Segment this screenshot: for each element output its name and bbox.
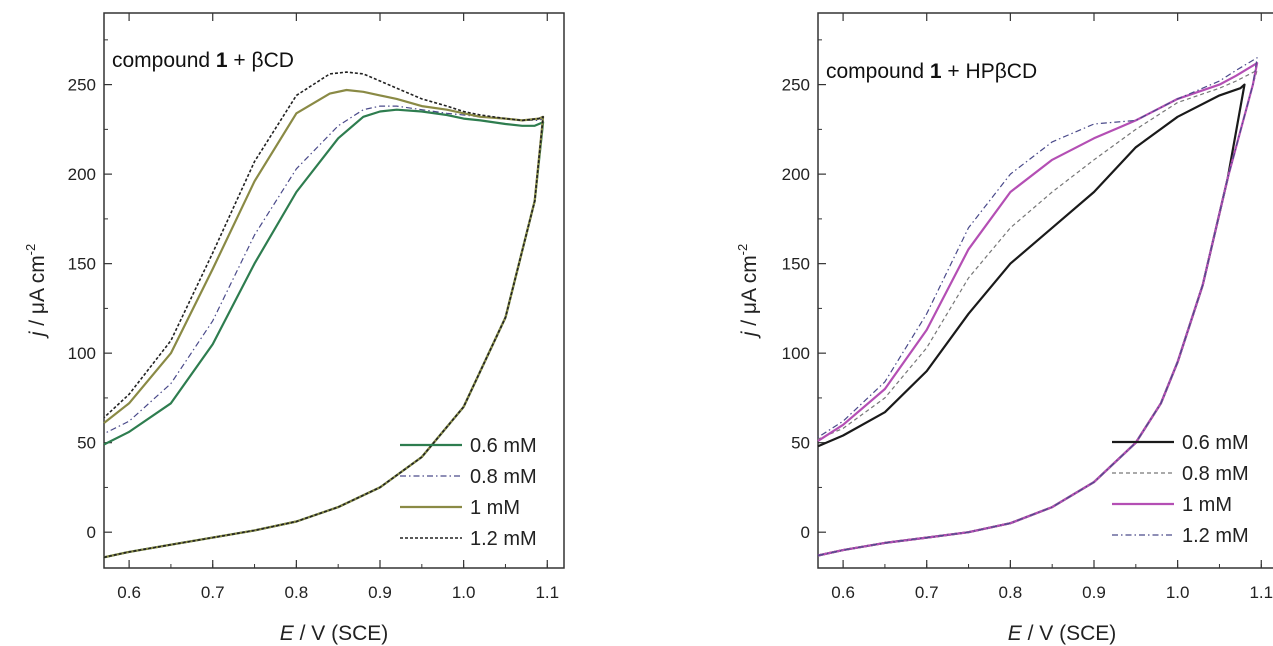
legend-label: 0.8 mM bbox=[1182, 463, 1249, 485]
left-x-axis: 0.6 0.7 0.8 0.9 1.0 1.1 bbox=[117, 13, 559, 602]
left-y-axis: 0 50 100 150 200 250 bbox=[68, 39, 112, 542]
y-tick-label: 200 bbox=[782, 165, 810, 184]
series-line-2 bbox=[103, 105, 544, 558]
legend-label: 1 mM bbox=[470, 497, 520, 519]
x-tick-label: 1.0 bbox=[452, 583, 476, 602]
legend-label: 0.6 mM bbox=[1182, 432, 1249, 454]
legend-label: 1.2 mM bbox=[1182, 525, 1249, 547]
y-tick-label: 200 bbox=[68, 165, 96, 184]
x-tick-label: 0.8 bbox=[285, 583, 309, 602]
series-line-2 bbox=[817, 69, 1258, 557]
right-chart-panel: 0.6 0.7 0.8 0.9 1.0 1.1 0 50 100 150 200 250 compo… bbox=[735, 12, 1273, 645]
x-tick-label: 0.6 bbox=[117, 583, 141, 602]
series-line-1 bbox=[817, 83, 1246, 557]
right-y-axis: 0 50 100 150 200 250 bbox=[782, 39, 826, 542]
right-x-axis-title: E / V (SCE) bbox=[1008, 622, 1117, 645]
y-tick-label: 100 bbox=[782, 344, 810, 363]
left-legend: 0.6 mM 0.8 mM 1 mM 1.2 mM bbox=[400, 435, 537, 550]
x-tick-label: 1.1 bbox=[535, 583, 559, 602]
legend-label: 0.8 mM bbox=[470, 466, 537, 488]
legend-label: 0.6 mM bbox=[470, 435, 537, 457]
y-tick-label: 50 bbox=[791, 434, 810, 453]
series-line-1 bbox=[103, 108, 545, 559]
left-y-axis-title: j / μA cm-2 bbox=[23, 244, 49, 340]
x-tick-label: 0.9 bbox=[368, 583, 392, 602]
right-panel-title: compound 1 + HPβCD bbox=[826, 60, 1037, 83]
x-tick-label: 0.7 bbox=[201, 583, 225, 602]
y-tick-label: 50 bbox=[77, 434, 96, 453]
x-tick-label: 1.1 bbox=[1249, 583, 1273, 602]
right-y-axis-title: j / μA cm-2 bbox=[735, 244, 761, 340]
x-tick-label: 0.9 bbox=[1082, 583, 1106, 602]
series-line-4 bbox=[817, 57, 1258, 557]
legend-label: 1.2 mM bbox=[470, 528, 537, 550]
x-tick-label: 0.7 bbox=[915, 583, 939, 602]
x-tick-label: 1.0 bbox=[1166, 583, 1190, 602]
x-tick-label: 0.6 bbox=[831, 583, 855, 602]
right-legend: 0.6 mM 0.8 mM 1 mM 1.2 mM bbox=[1112, 432, 1249, 547]
right-series-group bbox=[817, 57, 1259, 557]
left-chart-panel: 0.6 0.7 0.8 0.9 1.0 1.1 0 50 100 150 200 250 compo… bbox=[23, 12, 565, 645]
y-tick-label: 250 bbox=[782, 76, 810, 95]
left-series-group bbox=[103, 71, 545, 559]
x-tick-label: 0.8 bbox=[999, 583, 1023, 602]
y-tick-label: 150 bbox=[68, 255, 96, 274]
left-panel-title: compound 1 + βCD bbox=[112, 49, 294, 72]
y-tick-label: 0 bbox=[87, 523, 96, 542]
legend-label: 1 mM bbox=[1182, 494, 1232, 516]
y-tick-label: 150 bbox=[782, 255, 810, 274]
y-tick-label: 100 bbox=[68, 344, 96, 363]
y-tick-label: 0 bbox=[801, 523, 810, 542]
left-plot-frame bbox=[103, 12, 565, 569]
y-tick-label: 250 bbox=[68, 76, 96, 95]
left-x-axis-title: E / V (SCE) bbox=[280, 622, 389, 645]
right-x-axis: 0.6 0.7 0.8 0.9 1.0 1.1 bbox=[831, 13, 1273, 602]
series-line-4 bbox=[103, 71, 544, 559]
right-plot-frame bbox=[817, 12, 1273, 569]
